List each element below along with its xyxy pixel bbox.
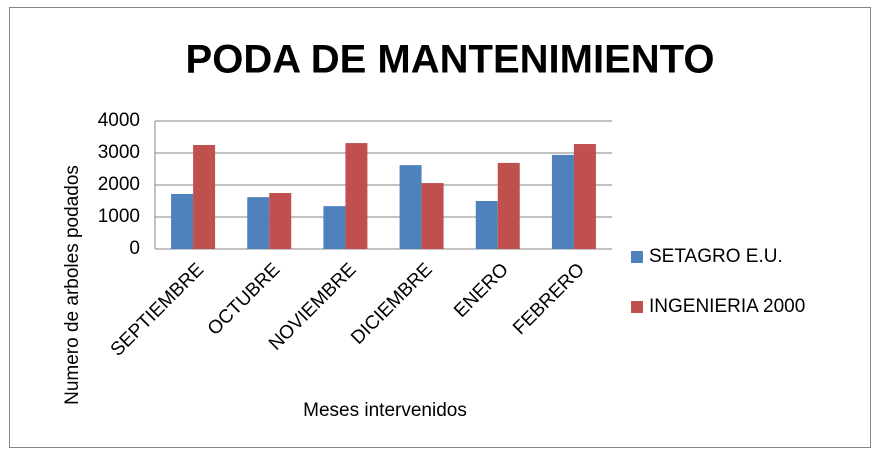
x-axis-label: Meses intervenidos [303, 400, 467, 421]
bar [345, 143, 368, 249]
bar [497, 162, 520, 249]
bar [475, 201, 498, 249]
bar [247, 197, 270, 249]
legend-label: INGENIERIA 2000 [649, 296, 805, 317]
bar [193, 145, 216, 249]
y-tick-label: 0 [129, 238, 140, 259]
bar [171, 193, 194, 249]
y-tick-label: 3000 [98, 142, 140, 163]
chart-title: PODA DE MANTENIMIENTO [186, 38, 715, 82]
legend-swatch [631, 301, 643, 313]
bar [399, 165, 422, 249]
bar [323, 206, 346, 249]
bar [421, 183, 444, 249]
y-tick-label: 1000 [98, 206, 140, 227]
legend-label: SETAGRO E.U. [649, 246, 783, 267]
legend-swatch [631, 251, 643, 263]
y-axis-label: Numero de arboles podados [62, 165, 83, 405]
bar [269, 193, 292, 249]
y-tick-label: 4000 [98, 110, 140, 131]
bar [573, 144, 596, 249]
y-tick-label: 2000 [98, 174, 140, 195]
bar [551, 154, 574, 249]
